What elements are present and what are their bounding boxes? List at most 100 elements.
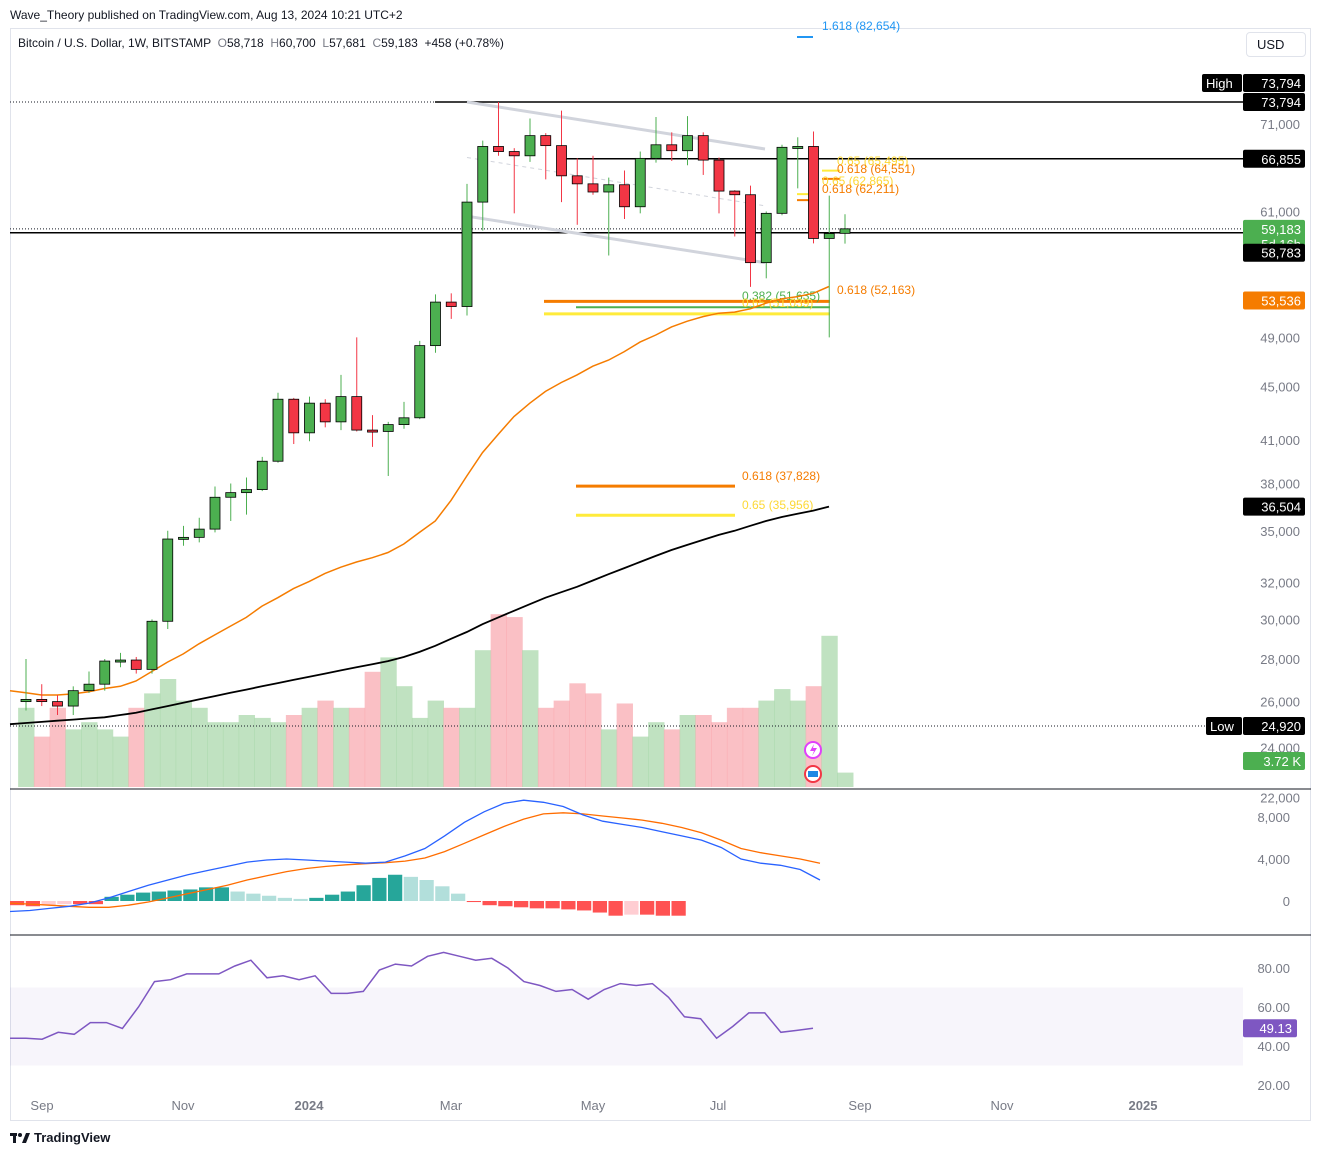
fib-label: 0.382 (51,635) bbox=[742, 289, 820, 303]
tv-logo-icon bbox=[10, 1132, 30, 1143]
candle-body bbox=[20, 699, 32, 703]
candle-body bbox=[272, 398, 284, 462]
volume-bar bbox=[65, 729, 82, 787]
low-value: 57,681 bbox=[329, 36, 366, 50]
rsi-y-tick: 60.00 bbox=[1257, 1000, 1290, 1015]
volume-bar bbox=[585, 693, 602, 787]
candle-body bbox=[130, 659, 142, 670]
volume-bar bbox=[285, 715, 303, 787]
volume-bar bbox=[663, 729, 681, 787]
candle-body bbox=[524, 135, 536, 157]
volume-bar bbox=[364, 671, 381, 787]
ma-value: 36,504 bbox=[1261, 500, 1301, 515]
volume-bar bbox=[837, 772, 854, 787]
macd-histogram-bar bbox=[419, 880, 434, 901]
volume-bar bbox=[648, 722, 665, 787]
volume-bar bbox=[270, 722, 287, 787]
macd-histogram-bar bbox=[608, 901, 623, 916]
ema-line bbox=[9, 285, 830, 696]
candle-body bbox=[304, 402, 315, 434]
resistance-value-bg bbox=[1243, 149, 1305, 168]
volume-bar bbox=[317, 700, 334, 787]
macd-histogram-bar bbox=[262, 895, 277, 901]
volume-bar bbox=[522, 650, 539, 787]
macd-histogram-bar bbox=[340, 891, 355, 901]
macd-histogram-bar bbox=[561, 901, 576, 910]
currency-button[interactable]: USD bbox=[1246, 32, 1306, 57]
candle-body bbox=[493, 146, 504, 152]
rsi-y-tick: 80.00 bbox=[1257, 961, 1290, 976]
candle-body bbox=[256, 460, 268, 490]
fib-label: 0.65 (51,039) bbox=[742, 296, 813, 310]
open-label: O bbox=[217, 36, 227, 50]
candle-body bbox=[823, 233, 835, 239]
macd-histogram-bar bbox=[498, 901, 513, 907]
volume-bar bbox=[301, 707, 318, 787]
macd-histogram-bar bbox=[451, 893, 466, 901]
candle-body bbox=[335, 396, 347, 423]
candle-body bbox=[83, 683, 95, 692]
tradingview-logo[interactable]: TradingView bbox=[10, 1130, 110, 1145]
candle-body bbox=[67, 690, 79, 707]
rsi-line bbox=[10, 951, 814, 1040]
rsi-y-tick: 20.00 bbox=[1257, 1078, 1290, 1093]
candle-body bbox=[445, 301, 457, 307]
volume-bar bbox=[159, 679, 177, 787]
candle-body bbox=[36, 699, 48, 703]
rsi-y-tick: 40.00 bbox=[1257, 1039, 1290, 1054]
volume-bar bbox=[380, 657, 397, 787]
candle-body bbox=[461, 201, 473, 307]
candle-body bbox=[713, 159, 725, 192]
volume-bar bbox=[632, 736, 649, 787]
channel-lower bbox=[466, 214, 766, 265]
macd-y-tick: 8,000 bbox=[1257, 810, 1290, 825]
macd-histogram-bar bbox=[120, 894, 135, 901]
volume-bar bbox=[222, 722, 240, 787]
current-price: 59,183 bbox=[1261, 222, 1301, 237]
rsi-value: 49.13 bbox=[1259, 1021, 1292, 1036]
macd-histogram-bar bbox=[214, 887, 229, 901]
lightning-icon bbox=[810, 744, 817, 756]
low-label: Low bbox=[1210, 719, 1234, 734]
macd-y-tick: 4,000 bbox=[1257, 852, 1290, 867]
candle-body bbox=[209, 496, 221, 530]
macd-histogram-bar bbox=[356, 885, 371, 901]
macd-histogram-bar bbox=[57, 901, 72, 905]
close-label: C bbox=[372, 36, 382, 50]
macd-histogram-bar bbox=[104, 896, 119, 901]
high-value-bg bbox=[1243, 93, 1305, 111]
candle-body bbox=[666, 144, 678, 152]
volume-bar bbox=[333, 707, 350, 787]
y-tick-label: 71,000 bbox=[1260, 117, 1300, 132]
prev-close-value-bg bbox=[1243, 243, 1305, 262]
macd-signal-line bbox=[9, 812, 821, 908]
ma-value-bg bbox=[1243, 497, 1305, 516]
candle-body bbox=[430, 301, 441, 347]
candle-body bbox=[382, 424, 394, 432]
macd-histogram-bar bbox=[277, 897, 292, 901]
volume-bar bbox=[600, 729, 618, 787]
y-tick-label: 26,000 bbox=[1260, 695, 1300, 710]
volume-bar bbox=[238, 715, 255, 787]
volume-bar bbox=[805, 686, 822, 787]
low-label: L bbox=[322, 36, 330, 50]
high-value-top-bg bbox=[1243, 74, 1305, 92]
fib-label: 0.618 (62,211) bbox=[822, 182, 899, 196]
macd-histogram-bar bbox=[167, 890, 182, 901]
high-label-bg bbox=[1202, 74, 1242, 92]
candle-body bbox=[808, 146, 819, 239]
volume-bar bbox=[758, 700, 775, 787]
volume-value: 3.72 K bbox=[1263, 754, 1301, 769]
macd-histogram-bar bbox=[246, 893, 261, 901]
candle-body bbox=[839, 228, 851, 234]
change-value: +458 (+0.78%) bbox=[424, 36, 504, 50]
symbol-legend: Bitcoin / U.S. Dollar, 1W, BITSTAMP O58,… bbox=[18, 36, 504, 50]
y-tick-label: 49,000 bbox=[1260, 330, 1300, 345]
macd-line bbox=[9, 799, 821, 913]
candle-body bbox=[288, 398, 300, 434]
candle-body bbox=[745, 194, 756, 264]
y-tick-label: 24,000 bbox=[1260, 741, 1300, 756]
x-tick-label: Jul bbox=[710, 1098, 727, 1113]
volume-bar bbox=[33, 736, 51, 787]
